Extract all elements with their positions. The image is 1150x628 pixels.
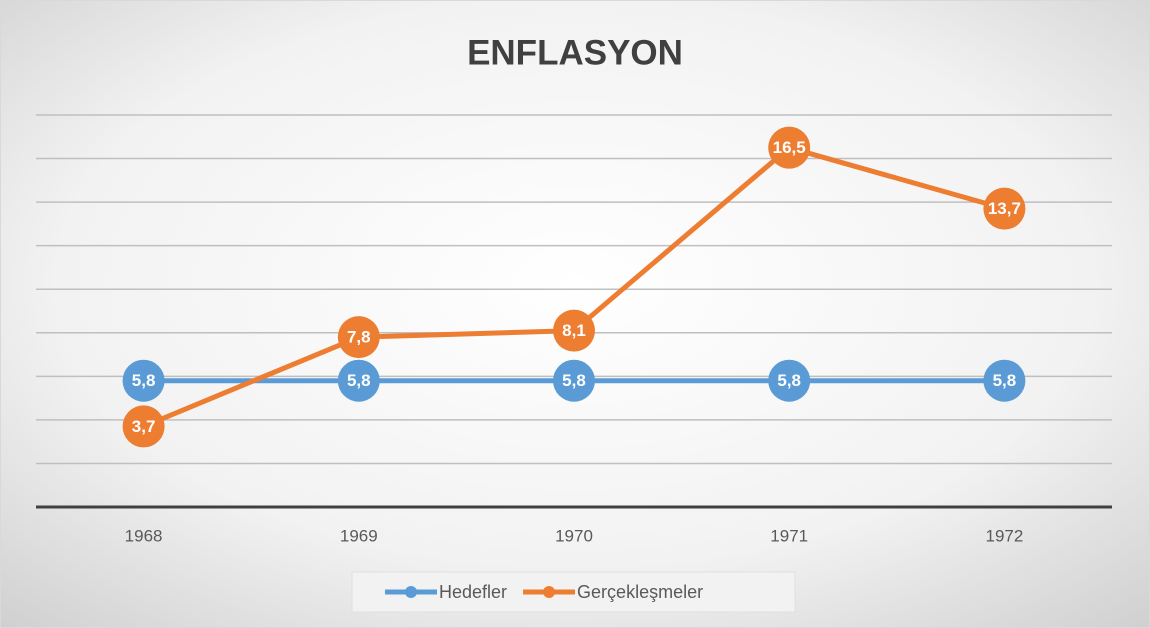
marker — [553, 359, 595, 402]
data-label: 5,8 — [132, 371, 156, 390]
data-label: 13,7 — [988, 199, 1021, 218]
marker — [337, 359, 380, 402]
x-tick-label: 1968 — [125, 526, 163, 545]
data-label: 5,8 — [562, 371, 586, 390]
chart-title: ENFLASYON — [467, 33, 683, 72]
data-label: 5,8 — [993, 371, 1017, 390]
x-tick-label: 1969 — [340, 526, 378, 545]
data-label: 3,7 — [132, 417, 156, 436]
data-label: 16,5 — [773, 138, 806, 157]
legend-label: Gerçekleşmeler — [577, 582, 703, 602]
x-tick-label: 1972 — [985, 526, 1023, 545]
data-label: 5,8 — [777, 371, 801, 390]
legend-swatch-marker — [405, 586, 417, 598]
data-label: 7,8 — [347, 328, 371, 347]
marker — [122, 405, 165, 448]
data-label: 8,1 — [562, 321, 586, 340]
marker — [983, 187, 1026, 230]
marker — [553, 309, 595, 352]
marker — [122, 359, 165, 402]
data-label: 5,8 — [347, 371, 371, 390]
marker — [768, 359, 811, 402]
x-tick-label: 1970 — [555, 526, 593, 545]
marker — [337, 316, 380, 359]
marker — [983, 359, 1026, 402]
legend-label: Hedefler — [439, 582, 507, 602]
marker — [768, 126, 811, 169]
x-tick-label: 1971 — [770, 526, 808, 545]
legend-swatch-marker — [543, 586, 556, 598]
